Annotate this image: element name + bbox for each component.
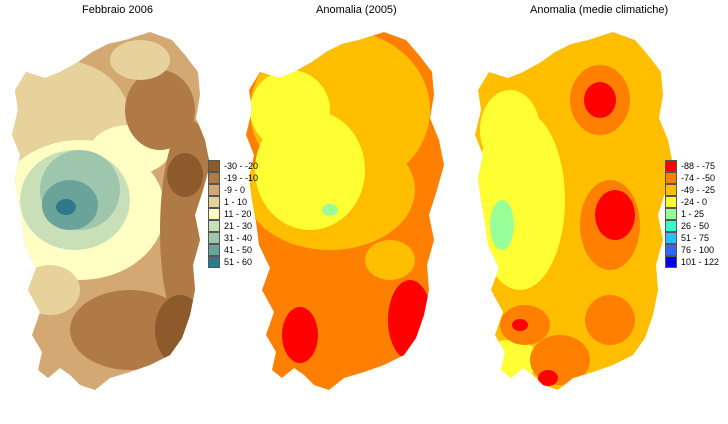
legend-label: 11 - 20 — [224, 209, 252, 219]
legend-swatch — [665, 172, 677, 184]
legend-label: -24 - 0 — [681, 197, 708, 207]
legend-label: -19 - -10 — [224, 173, 259, 183]
legend-label: 101 - 122 — [681, 257, 720, 267]
legend-swatch — [665, 196, 677, 208]
legend-swatch — [208, 256, 220, 268]
map-anomaly-climate — [475, 32, 673, 390]
map-title-february-2006: Febbraio 2006 — [82, 4, 153, 16]
legend-label: -9 - 0 — [224, 185, 246, 195]
legend-swatch — [665, 244, 677, 256]
legend-swatch — [208, 244, 220, 256]
legend-swatch — [665, 256, 677, 268]
legend-swatch — [665, 220, 677, 232]
legend-swatch — [665, 184, 677, 196]
legend-label: -88 - -75 — [681, 161, 716, 171]
legend-swatch — [665, 160, 677, 172]
legend-label: -30 - -20 — [224, 161, 259, 171]
legend-label: 51 - 75 — [681, 233, 710, 243]
legend-swatch — [665, 232, 677, 244]
legend-label: 41 - 50 — [224, 245, 253, 255]
legend-label: -49 - -25 — [681, 185, 716, 195]
legend-label: 1 - 10 — [224, 197, 248, 207]
map-february-2006 — [12, 32, 210, 390]
legend-label: 1 - 25 — [681, 209, 705, 219]
legend-label: 21 - 30 — [224, 221, 253, 231]
legend-swatch — [208, 220, 220, 232]
map-title-anomaly-2005: Anomalia (2005) — [316, 4, 397, 16]
legend-swatch — [208, 160, 220, 172]
legend-swatch — [208, 196, 220, 208]
legend-swatch — [665, 208, 677, 220]
legend-label: 31 - 40 — [224, 233, 253, 243]
legend-swatch — [208, 232, 220, 244]
legend-swatch — [208, 184, 220, 196]
legend-swatch — [208, 172, 220, 184]
map-anomaly-2005 — [246, 32, 444, 390]
legend-label: -74 - -50 — [681, 173, 716, 183]
legend-label: 76 - 100 — [681, 245, 715, 255]
legend-label: 26 - 50 — [681, 221, 710, 231]
legend-swatch — [208, 208, 220, 220]
map-title-anomaly-climate: Anomalia (medie climatiche) — [530, 4, 669, 16]
legend-label: 51 - 60 — [224, 257, 253, 267]
